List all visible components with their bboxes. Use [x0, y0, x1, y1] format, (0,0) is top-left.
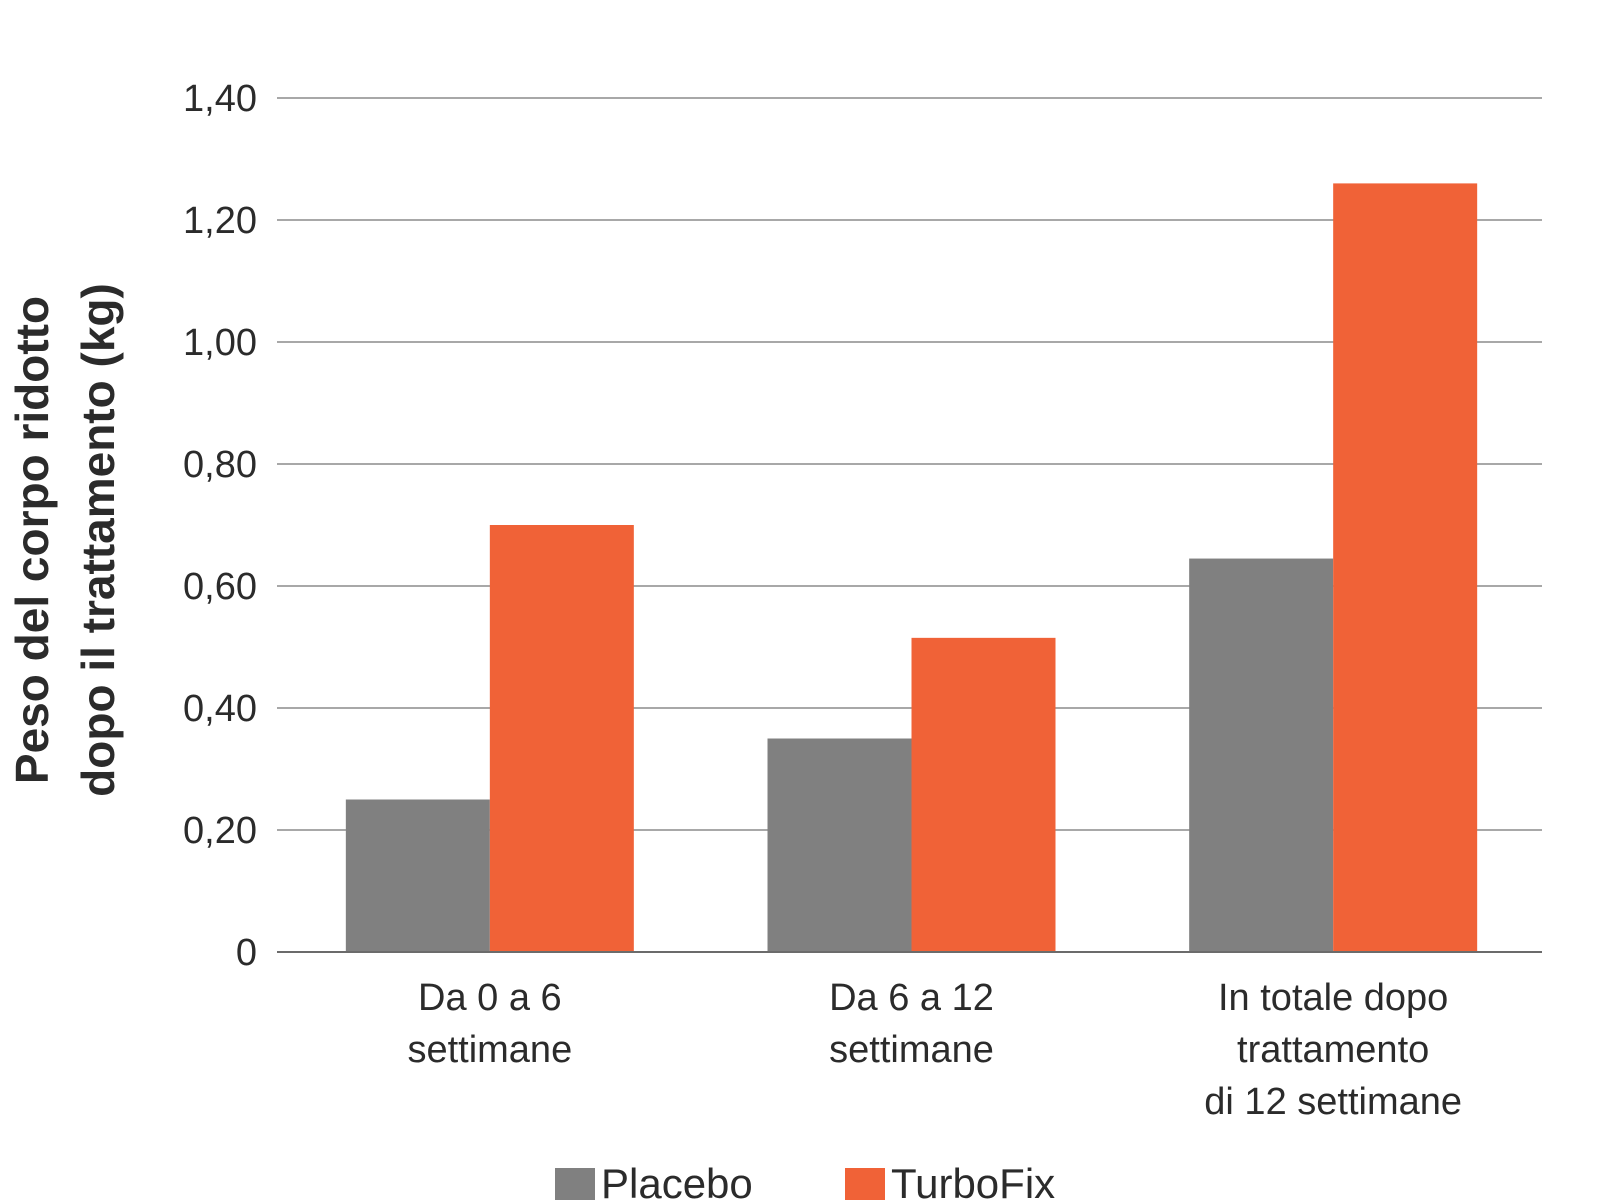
x-category-line: In totale dopo — [1218, 977, 1448, 1019]
bar-turbofix-2 — [1333, 183, 1478, 952]
x-category-line: di 12 settimane — [1204, 1081, 1462, 1123]
x-category-label: In totale dopo trattamento di 12 settimane — [1204, 977, 1462, 1123]
legend: Placebo TurboFix — [555, 1160, 1055, 1200]
y-tick-label: 0,40 — [183, 688, 257, 730]
y-axis-title-line: dopo il trattamento (kg) — [72, 283, 124, 797]
y-axis-title: Peso del corpo ridotto dopo il trattament… — [6, 283, 124, 797]
x-category-label: Da 0 a 6 settimane — [407, 977, 572, 1071]
x-category-label: Da 6 a 12 settimane — [829, 977, 994, 1071]
bar-placebo-2 — [1189, 558, 1334, 952]
x-category-line: Da 6 a 12 — [829, 977, 994, 1019]
y-axis-ticks: 0 0,20 0,40 0,60 0,80 1,00 1,20 1,40 — [183, 78, 257, 974]
y-tick-label: 0,20 — [183, 810, 257, 852]
bar-placebo-1 — [767, 738, 912, 952]
y-axis-title-line: Peso del corpo ridotto — [6, 296, 58, 784]
y-tick-label: 1,40 — [183, 78, 257, 120]
legend-label-placebo: Placebo — [601, 1160, 753, 1200]
y-tick-label: 1,00 — [183, 322, 257, 364]
bar-turbofix-1 — [911, 637, 1056, 952]
y-tick-label: 0,80 — [183, 444, 257, 486]
legend-label-turbofix: TurboFix — [891, 1160, 1055, 1200]
y-tick-label: 0 — [236, 932, 257, 974]
legend-swatch-placebo — [555, 1168, 595, 1200]
legend-swatch-turbofix — [845, 1168, 885, 1200]
bar-turbofix-0 — [489, 525, 634, 952]
y-tick-label: 1,20 — [183, 200, 257, 242]
x-category-line: Da 0 a 6 — [418, 977, 562, 1019]
x-category-line: trattamento — [1237, 1029, 1429, 1071]
bars — [277, 183, 1542, 953]
y-tick-label: 0,60 — [183, 566, 257, 608]
bar-placebo-0 — [345, 799, 490, 952]
x-axis-categories: Da 0 a 6 settimane Da 6 a 12 settimane In to… — [407, 977, 1462, 1123]
x-category-line: settimane — [829, 1029, 994, 1071]
x-category-line: settimane — [407, 1029, 572, 1071]
y-axis-title-group: Peso del corpo ridotto dopo il trattament… — [6, 283, 124, 797]
y-axis-title-text: Peso del corpo ridotto dopo il trattament… — [6, 283, 124, 797]
